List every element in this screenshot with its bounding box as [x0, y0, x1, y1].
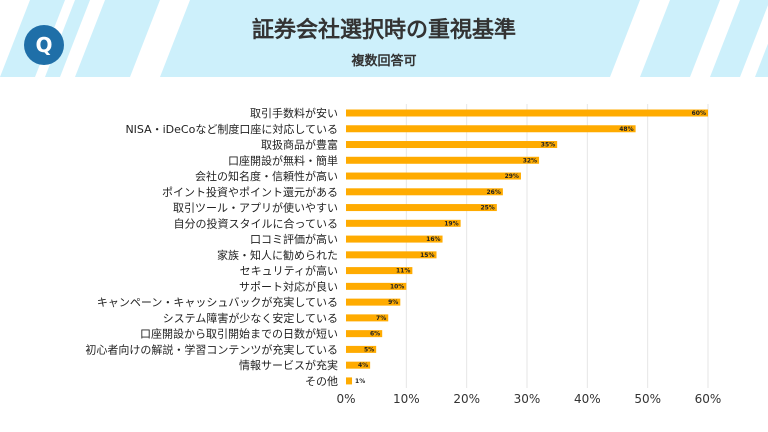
data-label: 5% [364, 346, 374, 353]
category-label: NISA・iDeCoなど制度口座に対応している [125, 122, 338, 136]
x-tick-label: 0% [336, 392, 355, 406]
data-label: 15% [420, 252, 434, 259]
bar [346, 235, 443, 243]
x-tick-label: 20% [453, 392, 480, 406]
q-badge-letter: Q [35, 33, 52, 57]
category-label: ポイント投資やポイント還元がある [162, 185, 338, 199]
header-stripe [710, 0, 768, 77]
bar [346, 141, 558, 149]
category-label: 初心者向けの解説・学習コンテンツが充実している [85, 342, 338, 356]
bar [346, 188, 503, 196]
bar [346, 172, 521, 180]
q-badge-icon [24, 25, 64, 65]
category-label: 取引手数料が安い [250, 106, 338, 120]
header-stripe [640, 0, 720, 77]
chart-subtitle: 複数回答可 [351, 54, 417, 69]
data-label: 10% [390, 283, 404, 290]
bar [346, 156, 540, 164]
data-label: 26% [486, 189, 500, 196]
category-label: セキュリティが高い [240, 264, 338, 278]
data-label: 29% [505, 173, 519, 180]
chart-title: 証券会社選択時の重視基準 [251, 18, 516, 43]
category-label: 情報サービスが充実 [239, 358, 338, 372]
data-label: 16% [426, 236, 440, 243]
category-label: 自分の投資スタイルに合っている [174, 216, 338, 230]
x-tick-label: 10% [393, 392, 420, 406]
category-label: 口座開設が無料・簡単 [228, 153, 338, 167]
data-label: 1% [355, 378, 365, 385]
category-label: 口座開設から取引開始までの日数が短い [140, 327, 338, 341]
header-stripe [75, 0, 160, 77]
category-label: キャンペーン・キャッシュバックが充実している [97, 295, 338, 309]
data-label: 32% [523, 157, 537, 164]
header-band: Q [0, 0, 768, 77]
bar [346, 109, 708, 117]
bar [346, 314, 389, 322]
bar [346, 298, 401, 306]
x-tick-label: 40% [574, 392, 601, 406]
bar [346, 330, 383, 338]
bar [346, 282, 407, 290]
bar [346, 219, 461, 227]
bar [346, 377, 353, 385]
category-label: 家族・知人に勧められた [217, 248, 338, 262]
data-label: 9% [388, 299, 398, 306]
bar [346, 204, 497, 212]
data-label: 60% [692, 110, 706, 117]
x-tick-label: 30% [514, 392, 541, 406]
data-label: 6% [370, 331, 380, 338]
category-label: 会社の知名度・信頼性が高い [195, 169, 338, 183]
category-label: 口コミ評価が高い [250, 232, 338, 246]
bar [346, 361, 371, 369]
bar [346, 251, 437, 259]
data-label: 25% [480, 205, 494, 212]
category-label: その他 [305, 375, 338, 388]
header-stripe [160, 0, 640, 77]
header-stripes [0, 0, 768, 77]
bar [346, 345, 377, 353]
data-label: 11% [396, 268, 410, 275]
data-label: 19% [444, 220, 458, 227]
bar [346, 125, 636, 133]
header-stripe [755, 43, 768, 77]
x-tick-label: 50% [634, 392, 661, 406]
category-label: サポート対応が良い [239, 279, 338, 293]
x-tick-label: 60% [695, 392, 722, 406]
data-label: 48% [619, 126, 633, 133]
category-label: 取扱商品が豊富 [261, 138, 338, 152]
bar [346, 267, 413, 275]
data-label: 7% [376, 315, 386, 322]
data-label: 4% [358, 362, 368, 369]
category-label: システム障害が少なく安定している [163, 311, 338, 325]
category-label: 取引ツール・アプリが使いやすい [173, 201, 338, 215]
data-label: 35% [541, 142, 555, 149]
